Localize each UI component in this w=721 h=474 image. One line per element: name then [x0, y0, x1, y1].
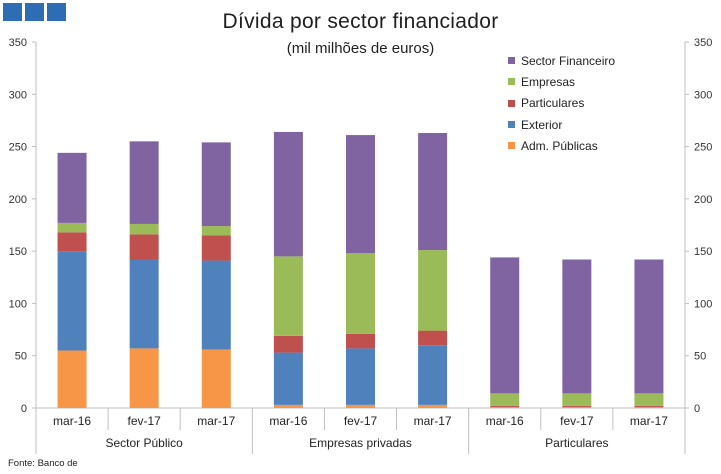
- bar-segment-sector-financeiro: [57, 152, 87, 223]
- x-tick-label: mar-17: [414, 414, 452, 428]
- bar-segment-empresas: [562, 393, 592, 406]
- header-square-3: [47, 3, 66, 21]
- bar-segment-particulares: [562, 405, 592, 407]
- bar-segment-exterior: [129, 259, 159, 349]
- bar-segment-adm-p-blicas: [490, 406, 520, 408]
- bar-segment-particulares: [490, 405, 520, 407]
- bar-segment-particulares: [634, 405, 664, 407]
- legend-item: Particulares: [508, 93, 615, 114]
- y-tick-label-right: 100: [694, 298, 712, 310]
- y-tick-label-right: 250: [694, 142, 712, 154]
- bar-segment-exterior: [57, 251, 87, 351]
- legend-swatch: [508, 142, 515, 150]
- bar-segment-sector-financeiro: [273, 131, 303, 257]
- y-tick-label-right: 0: [694, 403, 700, 415]
- bar-segment-particulares: [57, 232, 87, 252]
- y-tick-label-right: 300: [694, 89, 712, 101]
- legend-label: Adm. Públicas: [521, 138, 598, 153]
- bar-segment-exterior: [418, 345, 448, 405]
- bar-segment-empresas: [201, 226, 231, 236]
- x-tick-label: fev-17: [127, 414, 161, 428]
- bar-segment-sector-financeiro: [562, 259, 592, 394]
- chart-subtitle: (mil milhões de euros): [286, 40, 435, 57]
- legend-swatch: [508, 78, 515, 86]
- bar-segment-empresas: [57, 222, 87, 233]
- bar-segment-particulares: [418, 330, 448, 346]
- bar-segment-adm-p-blicas: [201, 349, 231, 408]
- bar-segment-empresas: [418, 250, 448, 331]
- legend-item: Adm. Públicas: [508, 135, 615, 156]
- group-label: Sector Público: [105, 436, 183, 450]
- legend-item: Exterior: [508, 114, 615, 135]
- y-tick-label-left: 50: [15, 351, 27, 363]
- bar-segment-adm-p-blicas: [129, 348, 159, 408]
- bar-segment-exterior: [273, 352, 303, 405]
- bar-segment-empresas: [346, 253, 375, 334]
- bar-segment-adm-p-blicas: [57, 350, 87, 408]
- bar-segment-adm-p-blicas: [273, 404, 303, 408]
- legend-label: Sector Financeiro: [521, 53, 616, 68]
- bar-segment-particulares: [273, 335, 303, 353]
- x-tick-label: mar-17: [630, 414, 668, 428]
- bar-segment-sector-financeiro: [346, 135, 375, 254]
- bar-segment-empresas: [273, 256, 303, 336]
- legend-item: Sector Financeiro: [508, 50, 615, 71]
- bar-segment-adm-p-blicas: [562, 406, 592, 408]
- legend-label: Empresas: [521, 74, 576, 89]
- y-tick-label-right: 150: [694, 246, 712, 258]
- source-note: Fonte: Banco de: [8, 458, 78, 469]
- bar-segment-adm-p-blicas: [418, 404, 448, 408]
- legend-swatch: [508, 57, 515, 65]
- y-tick-label-left: 300: [9, 89, 27, 101]
- bar-segment-sector-financeiro: [201, 142, 231, 227]
- y-tick-label-left: 350: [9, 37, 27, 49]
- bar-segment-particulares: [129, 234, 159, 260]
- group-label: Particulares: [545, 436, 608, 450]
- header-square-2: [25, 3, 44, 21]
- chart-title: Dívida por sector financiador: [222, 10, 499, 33]
- header-square-1: [3, 3, 22, 21]
- x-tick-label: mar-16: [53, 414, 91, 428]
- y-tick-label-left: 100: [9, 298, 27, 310]
- y-tick-label-left: 0: [21, 403, 27, 415]
- x-tick-label: fev-17: [344, 414, 378, 428]
- bar-segment-particulares: [201, 235, 231, 261]
- legend-swatch: [508, 99, 515, 107]
- legend-label: Exterior: [521, 117, 563, 132]
- bar-segment-empresas: [634, 393, 664, 406]
- x-tick-label: fev-17: [560, 414, 594, 428]
- legend-swatch: [508, 121, 515, 129]
- y-tick-label-left: 150: [9, 246, 27, 258]
- group-label: Empresas privadas: [309, 436, 412, 450]
- x-tick-label: mar-16: [269, 414, 307, 428]
- x-tick-label: mar-16: [486, 414, 524, 428]
- y-tick-label-left: 250: [9, 142, 27, 154]
- bar-segment-adm-p-blicas: [634, 406, 664, 408]
- bar-segment-sector-financeiro: [490, 257, 520, 394]
- y-tick-label-left: 200: [9, 194, 27, 206]
- x-tick-label: mar-17: [197, 414, 235, 428]
- y-tick-label-right: 50: [694, 351, 706, 363]
- bar-segment-exterior: [346, 348, 375, 405]
- bar-segment-sector-financeiro: [634, 259, 664, 394]
- chart-legend: Sector Financeiro Empresas Particulares Ext…: [508, 50, 615, 156]
- bar-segment-empresas: [490, 393, 520, 406]
- bar-segment-sector-financeiro: [129, 141, 159, 224]
- y-tick-label-right: 350: [694, 37, 712, 49]
- y-tick-label-right: 200: [694, 194, 712, 206]
- bar-segment-exterior: [201, 260, 231, 350]
- bar-segment-sector-financeiro: [418, 132, 448, 251]
- legend-label: Particulares: [521, 96, 585, 111]
- bar-segment-particulares: [346, 333, 375, 349]
- legend-item: Empresas: [508, 71, 615, 92]
- bar-segment-adm-p-blicas: [346, 404, 375, 408]
- bar-segment-empresas: [129, 223, 159, 235]
